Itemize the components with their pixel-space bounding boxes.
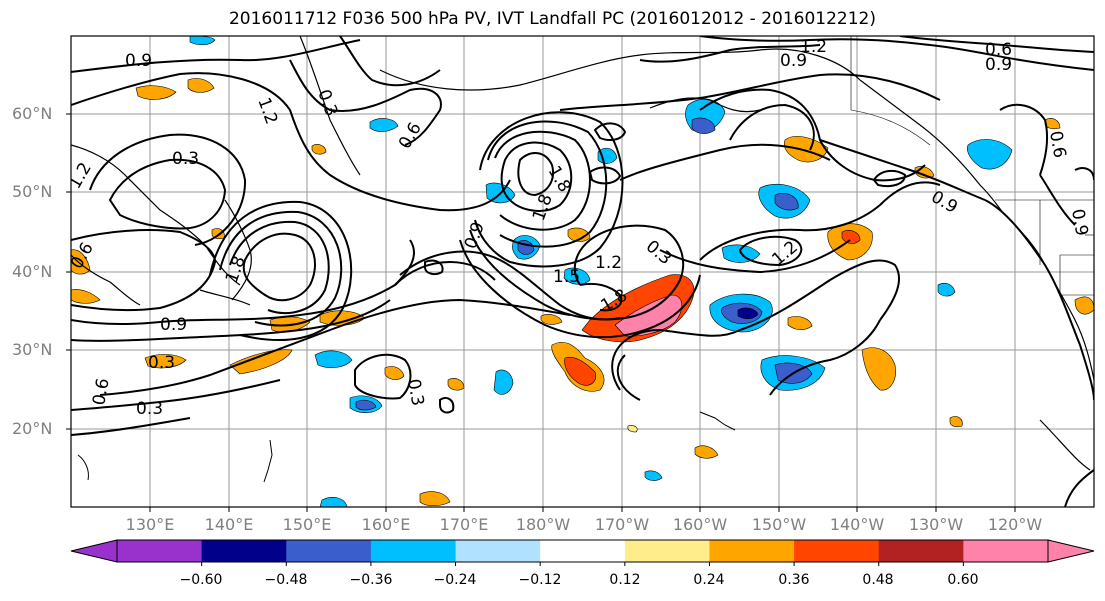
lon-label: 140°E — [204, 515, 254, 534]
colorbar-segment — [794, 540, 880, 562]
colorbar-tick-label: −0.48 — [264, 572, 308, 588]
contour-label: 0.9 — [125, 51, 152, 71]
lat-label: 60°N — [12, 104, 53, 123]
contour-label: 0.6 — [395, 119, 426, 152]
colorbar-tick-label: −0.60 — [179, 572, 223, 588]
lon-label: 140°W — [829, 515, 885, 534]
colorbar-tick-label: 0.24 — [693, 572, 725, 588]
contour-label: 0.3 — [642, 237, 676, 270]
pv-contours — [71, 36, 1094, 507]
colorbar-tick-label: 0.48 — [862, 572, 894, 588]
contour-label: 1.2 — [253, 95, 281, 127]
contour-label: 0.6 — [985, 40, 1012, 60]
colorbar — [70, 539, 1095, 566]
contour-label: 0.9 — [1067, 207, 1091, 237]
map-content: 0.9 1.2 0.9 1.2 0.3 0.6 0.3 1.8 1.8 0.9 … — [71, 36, 1094, 507]
colorbar-extend-max — [1047, 539, 1095, 563]
contour-label: 0.9 — [461, 219, 489, 251]
colorbar-tick-label: 0.36 — [778, 572, 810, 588]
coastlines — [71, 36, 1094, 471]
lon-label: 180°W — [515, 515, 571, 534]
colorbar-segment — [709, 540, 795, 562]
contour-label: 1.2 — [800, 37, 827, 57]
colorbar-segment — [963, 540, 1049, 562]
colorbar-segment — [540, 540, 626, 562]
colorbar-segment — [370, 540, 457, 562]
colorbar-tick-label: −0.12 — [518, 572, 562, 588]
colorbar-outline — [116, 539, 1049, 563]
lon-label: 150°E — [282, 515, 332, 534]
contour-label: 0.6 — [1045, 129, 1069, 159]
colorbar-segment — [201, 540, 287, 562]
contour-label: 1.2 — [595, 253, 622, 273]
lat-label: 50°N — [12, 182, 53, 201]
lon-label: 120°W — [987, 515, 1043, 534]
lon-label: 160°W — [672, 515, 728, 534]
colorbar-segment — [878, 540, 964, 562]
colorbar-tick-label: −0.36 — [349, 572, 393, 588]
lat-label: 40°N — [12, 262, 53, 281]
colorbar-tick-label: 0.60 — [947, 572, 979, 588]
colorbar-tick-label: 0.12 — [609, 572, 641, 588]
lon-label: 170°W — [594, 515, 650, 534]
contour-label: 0.9 — [160, 315, 187, 335]
lon-label: 160°E — [361, 515, 411, 534]
colorbar-segment — [117, 540, 203, 562]
contour-label: 1.8 — [529, 191, 557, 223]
colorbar-segment — [286, 540, 372, 562]
colorbar-extend-min — [70, 539, 118, 563]
axis-ticks — [66, 113, 1016, 512]
contour-label: 0.3 — [403, 377, 427, 407]
lon-label: 170°E — [439, 515, 489, 534]
contour-label: 0.3 — [172, 149, 199, 169]
lat-label: 20°N — [12, 419, 53, 438]
contour-label: 0.3 — [136, 399, 163, 419]
lon-label: 130°E — [125, 515, 175, 534]
lat-label: 30°N — [12, 340, 53, 359]
contour-label: 1.5 — [553, 267, 580, 287]
colorbar-tick-label: −0.24 — [433, 572, 477, 588]
contour-label: 0.6 — [89, 377, 113, 407]
colorbar-segment — [455, 540, 541, 562]
colorbar-segment — [624, 540, 710, 562]
lon-label: 150°W — [751, 515, 807, 534]
islands — [77, 411, 736, 483]
lon-label: 130°W — [908, 515, 964, 534]
map-title: 2016011712 F036 500 hPa PV, IVT Landfall… — [228, 9, 876, 29]
country-borders — [850, 36, 1094, 296]
contour-label: 0.9 — [780, 51, 807, 71]
contour-label: 0.9 — [985, 55, 1012, 75]
contour-label: 0.3 — [148, 353, 175, 373]
